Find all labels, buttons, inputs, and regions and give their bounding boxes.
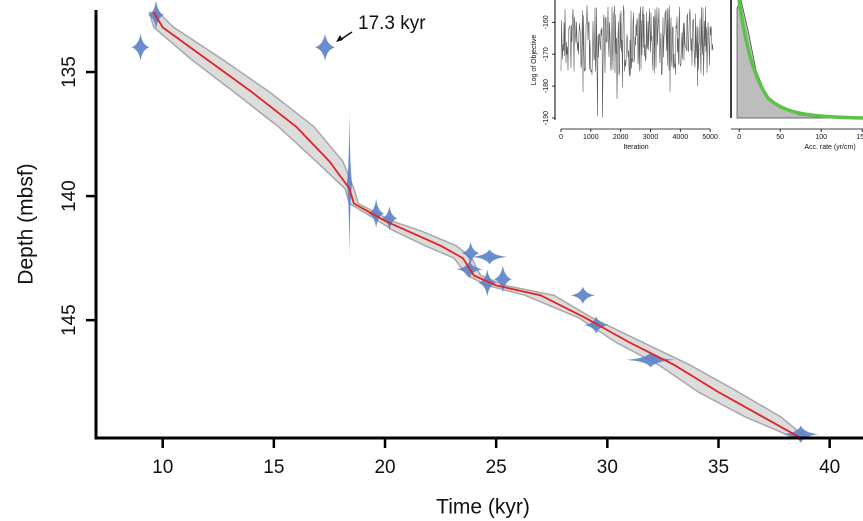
y-axis-label: Depth (mbsf): [15, 163, 38, 284]
date-violin: [381, 206, 398, 231]
x-tick-label: 0: [737, 134, 741, 141]
x-tick-label: 50: [776, 134, 784, 141]
date-violin: [570, 286, 596, 305]
x-tick-label: 20: [374, 457, 395, 478]
y-tick-label: -190: [543, 111, 550, 125]
x-tick-label: 150: [856, 134, 863, 141]
y-tick-label: -180: [543, 79, 550, 93]
y-tick-label: -160: [543, 15, 550, 29]
trace-texture: [560, 5, 714, 118]
date-violin: [131, 33, 150, 61]
date-violin: [314, 33, 335, 61]
x-tick-label: 1000: [583, 134, 599, 141]
median-line: [153, 12, 799, 438]
date-violin: [478, 269, 497, 297]
arrow-head: [336, 35, 343, 42]
y-tick-label: 140: [59, 180, 80, 212]
y-tick-label: -170: [543, 47, 550, 61]
x-tick-label: 15: [263, 457, 284, 478]
date-violin: [626, 352, 676, 368]
date-violin: [346, 109, 353, 259]
x-tick-label: 0: [559, 134, 563, 141]
x-tick-label: 40: [819, 457, 840, 478]
x-tick-label: 4000: [673, 134, 689, 141]
x-tick-label: 100: [815, 134, 827, 141]
x-axis-label: Time (kyr): [436, 496, 530, 519]
date-violin: [782, 425, 819, 443]
date-violin: [368, 198, 384, 229]
inset-background: [527, 0, 727, 155]
x-tick-label: 25: [486, 457, 507, 478]
inset-x-label: Iteration: [623, 144, 648, 151]
date-violin: [493, 265, 512, 293]
date-violin: [583, 316, 609, 334]
y-tick-label: 135: [59, 56, 80, 88]
x-tick-label: 5000: [702, 134, 718, 141]
inset-y-label: Log of Objective: [531, 35, 538, 86]
y-tick-label: 145: [59, 304, 80, 336]
inset-x-label: Acc. rate (yr/cm): [804, 144, 855, 151]
annotation: 17.3 kyr: [358, 13, 426, 34]
x-tick-label: 30: [597, 457, 618, 478]
x-tick-label: 10: [152, 457, 173, 478]
x-tick-label: 2000: [613, 134, 629, 141]
date-violin: [471, 249, 508, 265]
prior-texture: [737, 0, 863, 120]
x-tick-label: 3000: [643, 134, 659, 141]
date-violin: [461, 241, 480, 265]
x-tick-label: 35: [708, 457, 729, 478]
